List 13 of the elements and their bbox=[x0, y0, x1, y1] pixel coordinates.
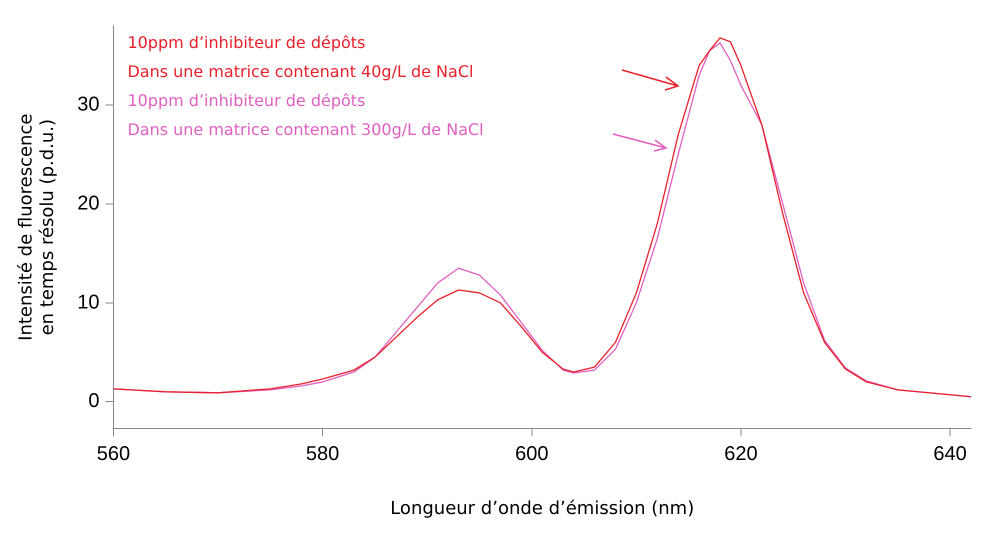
x-tick-label: 640 bbox=[933, 442, 967, 465]
y-axis-title: Intensité de fluorescence en temps résolu (p.d.u.) bbox=[15, 114, 58, 341]
x-tick-label: 580 bbox=[306, 442, 340, 465]
x-tick-label: 620 bbox=[724, 442, 758, 465]
x-tick-label: 560 bbox=[96, 442, 130, 465]
x-axis-title: Longueur d’onde d’émission (nm) bbox=[390, 498, 694, 519]
y-tick-label: 30 bbox=[77, 94, 100, 116]
text: 10ppm d’inhibiteur de dépôts Dans une matrice contenant 300g/L de NaCl bbox=[127, 91, 484, 140]
y-tick-label: 0 bbox=[88, 390, 100, 412]
y-tick-label: 10 bbox=[77, 291, 100, 314]
x-tick-label: 600 bbox=[515, 442, 548, 465]
y-tick-label: 20 bbox=[77, 192, 100, 214]
text: 10ppm d’inhibiteur de dépôts Dans une matrice contenant 40g/L de NaCl bbox=[127, 33, 474, 82]
